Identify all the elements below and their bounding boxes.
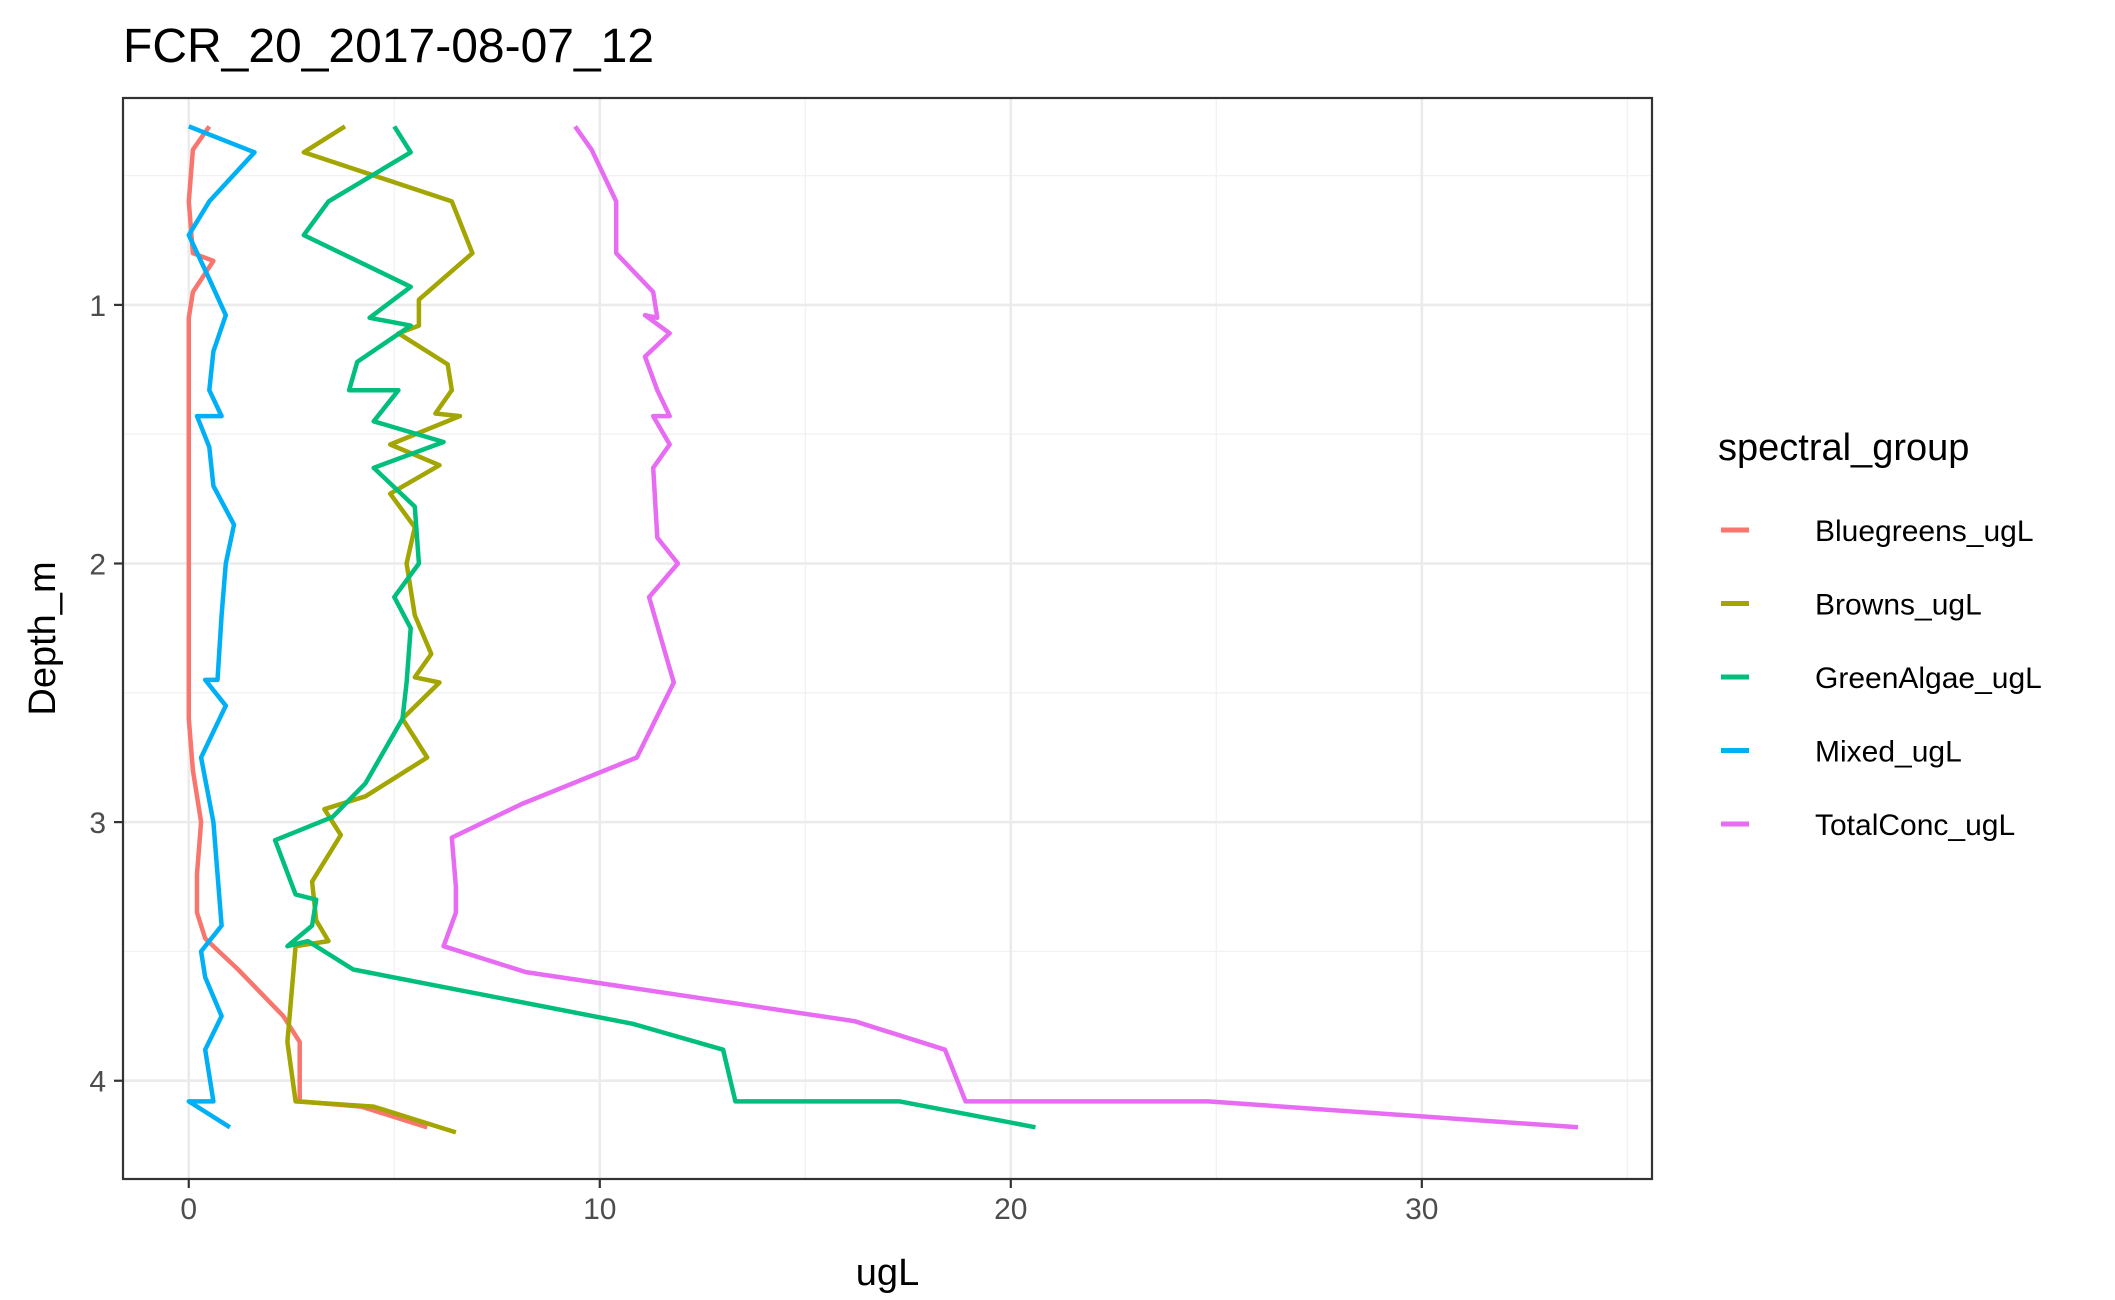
series-line-bluegreens-ugl	[186, 125, 428, 1130]
y-tick-label: 1	[89, 290, 106, 323]
x-tick-label: 30	[1405, 1193, 1438, 1226]
series-line-totalconc-ugl	[441, 125, 1579, 1130]
y-tick-label: 4	[89, 1066, 106, 1099]
legend-label: Browns_ugL	[1815, 589, 1982, 622]
y-tick-label: 2	[89, 549, 106, 582]
legend-label: GreenAlgae_ugL	[1815, 662, 2042, 695]
series-line-browns-ugl	[285, 124, 475, 1135]
series-line-greenalgae-ugl	[272, 125, 1036, 1130]
x-tick-label: 0	[180, 1193, 197, 1226]
legend-title: spectral_group	[1718, 427, 1969, 469]
y-axis: 1 2 3 4	[89, 290, 123, 1099]
x-axis-title: ugL	[856, 1252, 919, 1294]
x-tick-label: 10	[583, 1193, 616, 1226]
plot-title: FCR_20_2017-08-07_12	[123, 20, 654, 73]
legend-items: Bluegreens_ugL Browns_ugL GreenAlgae_ugL Mi…	[1721, 515, 2042, 842]
y-tick-label: 3	[89, 807, 106, 840]
x-axis: 0 10 20 30	[180, 1179, 1439, 1226]
plot-panel	[123, 98, 1652, 1179]
series-lines	[186, 124, 1579, 1135]
plot-panel-border	[121, 96, 1654, 1181]
legend: spectral_group Bluegreens_ugL Browns_ugL G…	[1718, 427, 2042, 842]
series-line-mixed-ugl	[186, 124, 257, 1130]
legend-label: TotalConc_ugL	[1815, 809, 2015, 842]
x-tick-label: 20	[994, 1193, 1027, 1226]
y-axis-title: Depth_m	[22, 561, 64, 715]
major-gridlines	[123, 98, 1652, 1179]
legend-label: Mixed_ugL	[1815, 736, 1962, 769]
legend-label: Bluegreens_ugL	[1815, 515, 2034, 548]
